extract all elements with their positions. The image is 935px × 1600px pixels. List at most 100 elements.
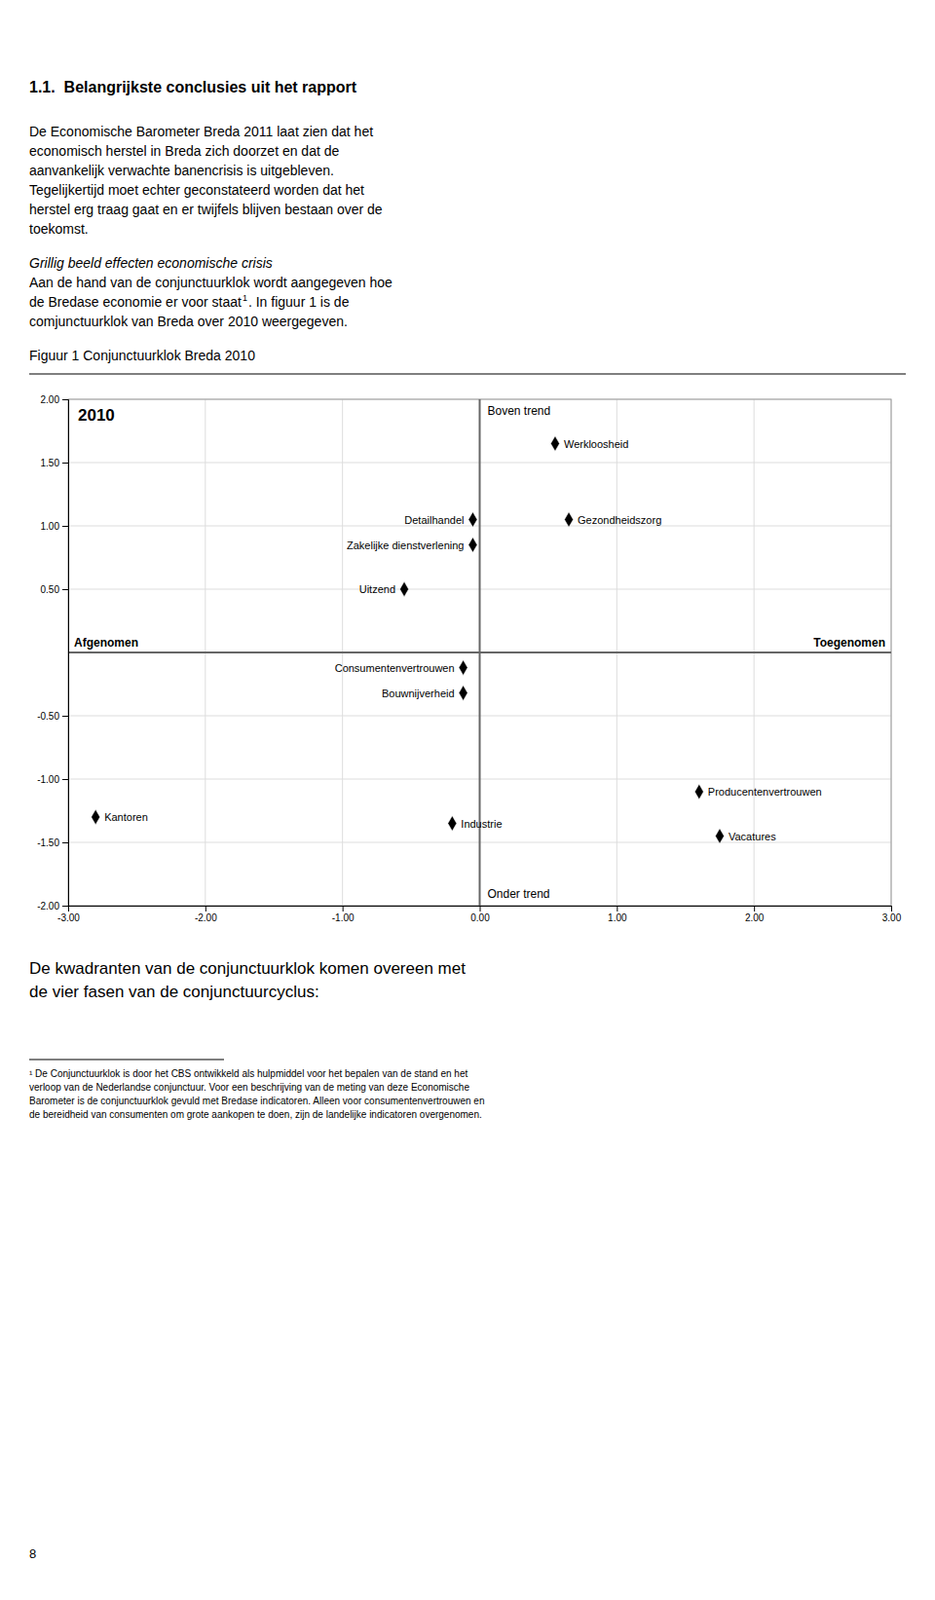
tick-label: -1.00 — [37, 774, 60, 786]
axis-line — [62, 400, 70, 907]
tick-label: -3.00 — [57, 912, 80, 924]
x-tick: 2.00 — [745, 905, 765, 924]
paragraph-line: de Bredase economie er voor staat — [29, 294, 242, 310]
paragraph-line: comjunctuurklok van Breda over 2010 weer… — [29, 313, 348, 330]
chart: -3.00-2.00-1.000.001.002.003.00-2.00-1.5… — [37, 394, 901, 924]
y-tick: 1.00 — [40, 521, 69, 532]
tick-mark — [62, 842, 69, 844]
tick-label: 3.00 — [882, 912, 902, 924]
paragraph-line: Aan de hand van de conjunctuurklok wordt… — [29, 274, 393, 291]
point-label: Bouwnijverheid — [381, 687, 455, 700]
x-tick: 0.00 — [470, 905, 490, 924]
point-label: Zakelijke dienstverlening — [346, 539, 464, 552]
x-tick: 1.00 — [607, 905, 628, 924]
annotations: 2010Boven trendOnder trendAfgenomenToege… — [74, 404, 886, 901]
tick-label: -0.50 — [37, 710, 60, 722]
paragraph-line: De Economische Barometer Breda 2011 laat… — [29, 123, 374, 140]
point-label: Detailhandel — [404, 514, 464, 526]
point-label: Consumentenvertrouwen — [335, 662, 455, 674]
point-labels: Werkloosheid Gezondheidszorg Detailhandel Z… — [104, 438, 822, 843]
x-tick: -2.00 — [194, 905, 218, 924]
x-axis: -3.00 -2.00 -1.00 0.00 1.00 2.00 3.00 — [57, 905, 902, 924]
x-tick: -3.00 — [57, 905, 80, 924]
footnote-line: Barometer is de conjunctuurklok gevuld m… — [29, 1095, 486, 1107]
tick-label: 1.00 — [607, 912, 628, 924]
paragraph-line: de vier fasen van de conjunctuurcyclus: — [29, 982, 320, 1002]
tick-mark — [616, 905, 618, 912]
tick-label: 1.50 — [40, 457, 61, 469]
quadrant-axis — [68, 651, 892, 654]
year-label: 2010 — [77, 406, 115, 425]
tick-mark — [342, 905, 344, 912]
annotation: Afgenomen — [74, 635, 139, 650]
tick-label: 1.00 — [40, 521, 61, 532]
footnote-line: verloop van de Nederlandse conjunctuur. … — [29, 1082, 470, 1093]
body-text: 1.1. Belangrijkste conclusies uit het ra… — [29, 78, 906, 1562]
point — [468, 537, 478, 554]
point — [458, 660, 468, 676]
tick-label: 2.00 — [745, 912, 765, 924]
point-label: Industrie — [460, 818, 502, 830]
tick-mark — [62, 525, 69, 527]
point-label: Kantoren — [104, 811, 149, 823]
y-tick: -0.50 — [37, 710, 69, 722]
x-tick: -1.00 — [332, 905, 355, 924]
paragraph-line: herstel erg traag gaat en er twijfels bl… — [29, 201, 383, 218]
paragraph-line: Tegelijkertijd moet echter geconstateerd… — [29, 182, 365, 198]
point-label: Producentenvertrouwen — [708, 785, 823, 798]
point — [458, 685, 468, 702]
tick-mark — [753, 905, 755, 912]
heading: 1.1. Belangrijkste conclusies uit het ra… — [29, 78, 358, 96]
page-number: 8 — [29, 1546, 37, 1562]
point — [694, 784, 704, 800]
tick-label: -1.00 — [332, 912, 355, 924]
y-tick: -2.00 — [37, 900, 69, 912]
point-label: Gezondheidszorg — [577, 514, 662, 526]
plot-frame — [68, 399, 892, 906]
footnote-line: de bereidheid van consumenten om grote a… — [29, 1109, 483, 1121]
tick-label: -2.00 — [37, 900, 60, 912]
point — [714, 828, 724, 845]
page: 1.1. Belangrijkste conclusies uit het ra… — [0, 0, 935, 1600]
tick-label: 0.00 — [470, 912, 490, 924]
y-tick: -1.50 — [37, 837, 69, 849]
tick-label: -2.00 — [194, 912, 218, 924]
tick-label: 0.50 — [40, 584, 61, 596]
tick-mark — [891, 905, 893, 912]
point — [564, 512, 574, 528]
y-tick: 2.00 — [40, 394, 69, 406]
point-label: Vacatures — [728, 830, 777, 843]
annotation: Boven trend — [487, 404, 552, 418]
point-label: Uitzend — [359, 583, 396, 596]
tick-mark — [62, 399, 69, 401]
point — [400, 581, 410, 598]
tick-mark — [480, 905, 482, 912]
y-tick: 0.50 — [40, 584, 69, 596]
points — [91, 436, 725, 845]
y-axis: -2.00 -1.50 -1.00 -0.50 0.50 1.00 1.50 2.00 — [37, 394, 69, 912]
paragraph-line: De kwadranten van de conjunctuurklok kom… — [29, 959, 466, 978]
tick-mark — [62, 905, 69, 907]
annotation: Toegenomen — [813, 635, 886, 650]
grid — [68, 399, 892, 906]
footnote-rule — [29, 1059, 225, 1061]
tick-mark — [62, 462, 69, 464]
caption-rule — [29, 374, 906, 375]
tick-mark — [205, 905, 207, 912]
footnote-ref: 1 — [242, 293, 248, 303]
chart-title: Figuur 1 Conjunctuurklok Breda 2010 — [29, 347, 256, 364]
paragraph-line: aanvankelijk verwachte banencrisis is ui… — [29, 162, 335, 179]
paragraph-line: . In figuur 1 is de — [248, 294, 350, 310]
tick-mark — [62, 779, 69, 781]
paragraph-line: economisch herstel in Breda zich doorzet… — [29, 143, 340, 159]
paragraph-line: toekomst. — [29, 221, 89, 237]
axis-line — [69, 906, 893, 913]
footnote-line: ¹ De Conjunctuurklok is door het CBS ont… — [29, 1068, 468, 1080]
point — [550, 436, 560, 452]
x-tick: 3.00 — [882, 905, 902, 924]
tick-label: -1.50 — [37, 837, 60, 849]
y-tick: -1.00 — [37, 774, 69, 786]
tick-mark — [62, 715, 69, 717]
tick-mark — [62, 589, 69, 591]
point-label: Werkloosheid — [563, 438, 629, 450]
